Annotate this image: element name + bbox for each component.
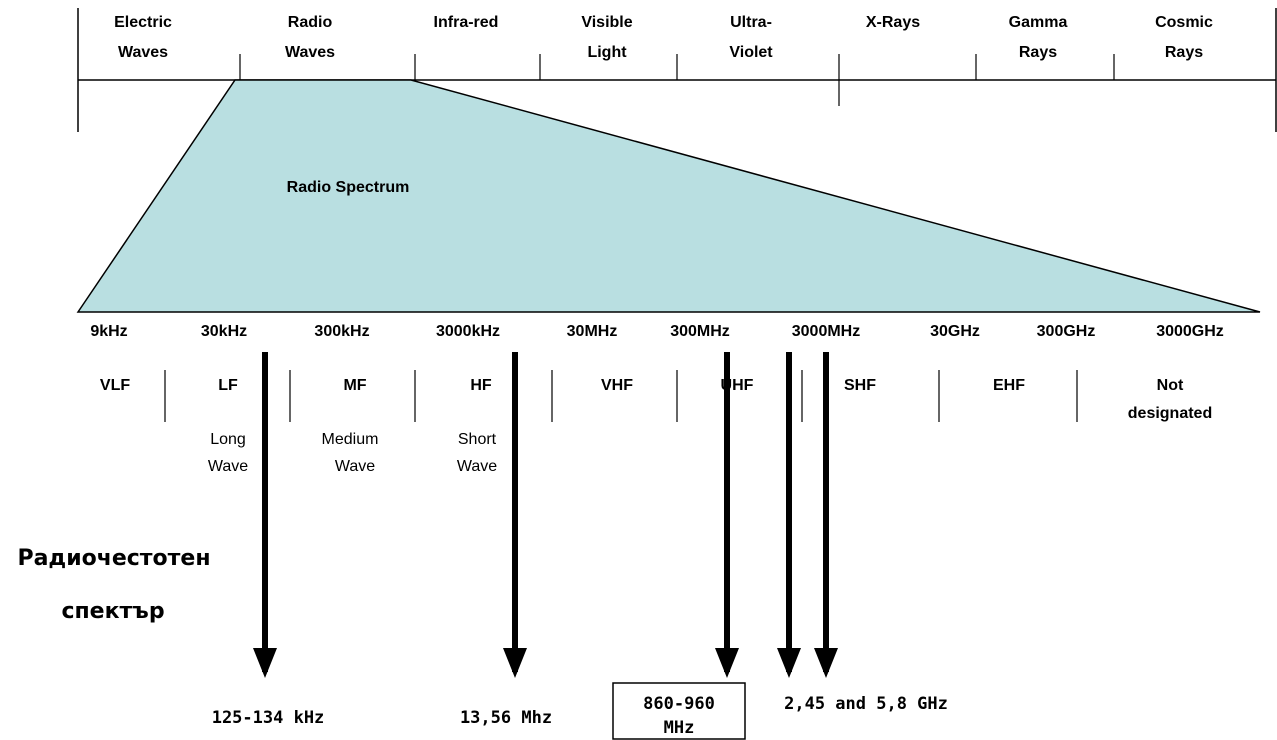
category-gamma-line2: Rays xyxy=(1019,44,1057,61)
band-desc-lf-line2: Wave xyxy=(208,458,248,475)
side-label-line1: Радиочестотен xyxy=(17,546,210,571)
category-cosmic-line1: Cosmic xyxy=(1155,14,1213,31)
category-radio-line2: Waves xyxy=(285,44,335,61)
band-name-not-designated-line2: designated xyxy=(1128,405,1212,422)
band-name-vlf: VLF xyxy=(100,377,130,394)
frequency-label: 30GHz xyxy=(930,323,980,340)
frequency-scale: 9kHz 30kHz 300kHz 3000kHz 30MHz 300MHz 3… xyxy=(90,323,1223,340)
band-name-hf: HF xyxy=(470,377,492,394)
rfid-label-microwave: 2,45 and 5,8 GHz xyxy=(784,694,948,714)
frequency-label: 9kHz xyxy=(90,323,127,340)
rfid-arrows xyxy=(253,352,838,678)
band-desc-mf-line1: Medium xyxy=(322,431,379,448)
frequency-label: 300MHz xyxy=(670,323,730,340)
frequency-label: 30MHz xyxy=(567,323,618,340)
rfid-label-lf: 125-134 kHz xyxy=(212,708,325,728)
em-spectrum-scale: Electric Waves Radio Waves Infra-red Vis… xyxy=(77,8,1277,132)
band-desc-lf-line1: Long xyxy=(210,431,246,448)
side-label-line2: спектър xyxy=(61,599,164,624)
rfid-label-uhf-line1: 860-960 xyxy=(643,694,715,714)
category-visible-line2: Light xyxy=(587,44,627,61)
band-desc-hf-line1: Short xyxy=(458,431,497,448)
frequency-label: 3000GHz xyxy=(1156,323,1224,340)
band-name-vhf: VHF xyxy=(601,377,633,394)
uhf-label-box xyxy=(612,682,746,740)
category-ultraviolet-line1: Ultra- xyxy=(730,14,772,31)
radio-spectrum-label: Radio Spectrum xyxy=(287,179,410,196)
category-electric-line1: Electric xyxy=(114,14,172,31)
category-visible-line1: Visible xyxy=(581,14,632,31)
rfid-label-hf: 13,56 Mhz xyxy=(460,708,552,728)
category-xrays-line1: X-Rays xyxy=(866,14,920,31)
category-cosmic-line2: Rays xyxy=(1165,44,1203,61)
frequency-label: 300GHz xyxy=(1037,323,1096,340)
band-name-mf: MF xyxy=(343,377,366,394)
category-electric-line2: Waves xyxy=(118,44,168,61)
band-row: VLF LF MF HF VHF UHF SHF EHF Not designa… xyxy=(100,370,1212,475)
category-radio-line1: Radio xyxy=(288,14,333,31)
frequency-label: 3000kHz xyxy=(436,323,500,340)
band-name-ehf: EHF xyxy=(993,377,1025,394)
rfid-label-uhf-line2: MHz xyxy=(664,718,695,738)
category-infrared-line1: Infra-red xyxy=(434,14,499,31)
band-desc-mf-line2: Wave xyxy=(335,458,375,475)
frequency-label: 3000MHz xyxy=(792,323,860,340)
frequency-label: 300kHz xyxy=(314,323,369,340)
band-desc-hf-line2: Wave xyxy=(457,458,497,475)
category-gamma-line1: Gamma xyxy=(1009,14,1068,31)
radio-spectrum-shape xyxy=(76,79,1261,313)
category-ultraviolet-line2: Violet xyxy=(729,44,773,61)
band-name-shf: SHF xyxy=(844,377,876,394)
band-name-lf: LF xyxy=(218,377,238,394)
frequency-label: 30kHz xyxy=(201,323,247,340)
band-name-not-designated: Not xyxy=(1157,377,1184,394)
